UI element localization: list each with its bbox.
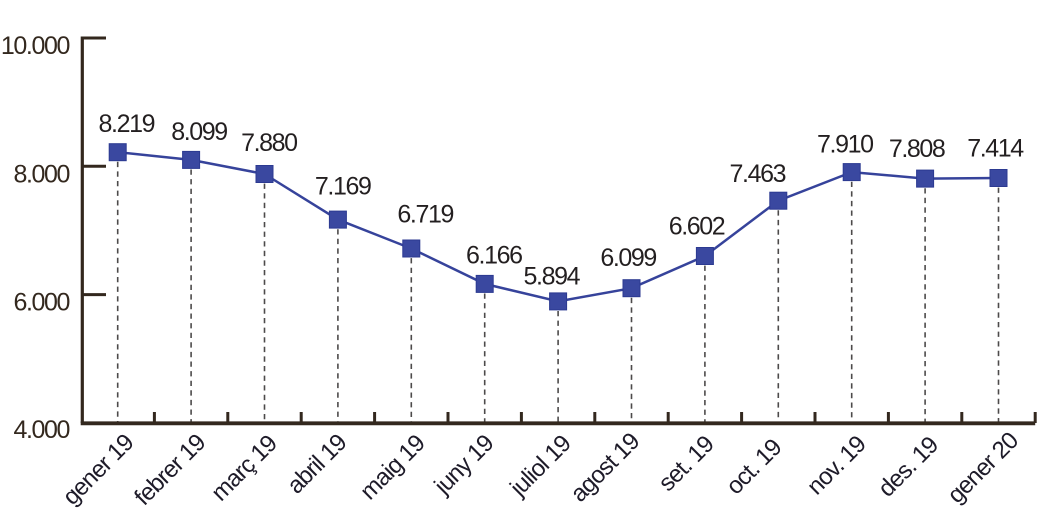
svg-text:6.602: 6.602 bbox=[669, 213, 725, 241]
svg-text:8.219: 8.219 bbox=[99, 110, 155, 138]
svg-text:7.463: 7.463 bbox=[730, 160, 786, 188]
svg-text:7.910: 7.910 bbox=[817, 130, 873, 158]
svg-text:7.808: 7.808 bbox=[889, 135, 945, 163]
svg-text:6.719: 6.719 bbox=[397, 201, 453, 229]
svg-text:8.000: 8.000 bbox=[13, 160, 69, 188]
svg-text:6.166: 6.166 bbox=[466, 241, 522, 269]
svg-text:6.000: 6.000 bbox=[13, 289, 69, 317]
svg-text:4.000: 4.000 bbox=[13, 416, 69, 444]
svg-text:5.894: 5.894 bbox=[524, 263, 581, 291]
svg-text:7.880: 7.880 bbox=[241, 129, 297, 157]
svg-text:7.169: 7.169 bbox=[315, 173, 371, 201]
svg-text:8.099: 8.099 bbox=[171, 118, 227, 146]
svg-text:10.000: 10.000 bbox=[1, 32, 70, 60]
svg-text:6.099: 6.099 bbox=[600, 244, 656, 272]
svg-text:7.414: 7.414 bbox=[967, 135, 1024, 163]
